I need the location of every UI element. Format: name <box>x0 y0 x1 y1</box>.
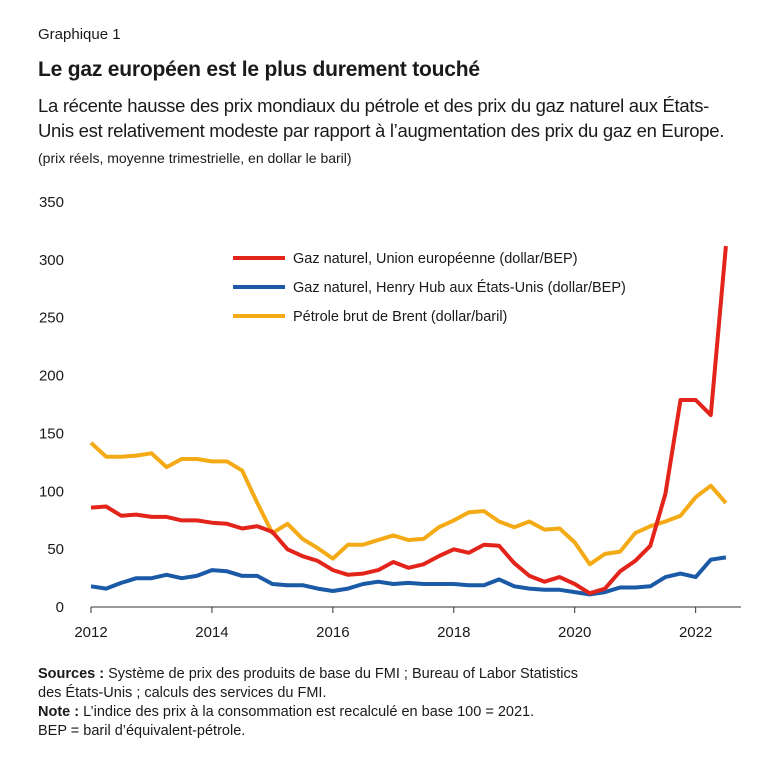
note-line: Note : L’indice des prix à la consommati… <box>38 703 738 722</box>
legend-label: Gaz naturel, Union européenne (dollar/BE… <box>293 251 578 267</box>
note-label: Note : <box>38 704 80 720</box>
figure-kicker: Graphique 1 <box>38 26 121 43</box>
series-line-3 <box>89 441 728 567</box>
note-text: L’indice des prix à la consommation est … <box>79 704 535 720</box>
sources-line-2: des États-Unis ; calculs des services du… <box>38 685 327 701</box>
x-tick-label: 2014 <box>195 624 228 641</box>
x-tick-label: 2012 <box>74 624 107 641</box>
sources-label: Sources : <box>38 666 105 682</box>
y-tick-label: 100 <box>39 483 64 500</box>
sources-line: Sources : Système de prix des produits d… <box>38 665 738 684</box>
y-tick-label: 0 <box>56 599 64 616</box>
x-tick-label: 2022 <box>679 624 712 641</box>
series-line-1 <box>90 245 728 596</box>
footnotes: Sources : Système de prix des produits d… <box>38 665 738 741</box>
bep-definition: BEP = baril d’équivalent-pétrole. <box>38 723 246 739</box>
y-axis: 0 50 100 150 200 250 300 350 <box>39 194 64 616</box>
chart-subtitle: La récente hausse des prix mondiaux du p… <box>38 95 725 141</box>
chart-unit-note: (prix réels, moyenne trimestrielle, en d… <box>38 150 352 166</box>
legend-label: Pétrole brut de Brent (dollar/baril) <box>293 309 507 325</box>
sources-text: Système de prix des produits de base du … <box>104 666 578 682</box>
series-line-2 <box>90 555 727 597</box>
y-tick-label: 150 <box>39 425 64 442</box>
x-tick-label: 2020 <box>558 624 591 641</box>
series-layer <box>89 245 728 597</box>
legend: Gaz naturel, Union européenne (dollar/BE… <box>233 251 626 325</box>
chart-title: Le gaz européen est le plus durement tou… <box>38 58 480 81</box>
y-tick-label: 50 <box>47 541 64 558</box>
y-tick-label: 200 <box>39 368 64 385</box>
x-tick-label: 2018 <box>437 624 470 641</box>
y-tick-label: 350 <box>39 194 64 211</box>
x-axis: 2012 2014 2016 2018 2020 2022 <box>74 606 741 641</box>
y-tick-label: 300 <box>39 252 64 269</box>
legend-label: Gaz naturel, Henry Hub aux États-Unis (d… <box>293 279 626 296</box>
y-tick-label: 250 <box>39 310 64 327</box>
x-tick-label: 2016 <box>316 624 349 641</box>
